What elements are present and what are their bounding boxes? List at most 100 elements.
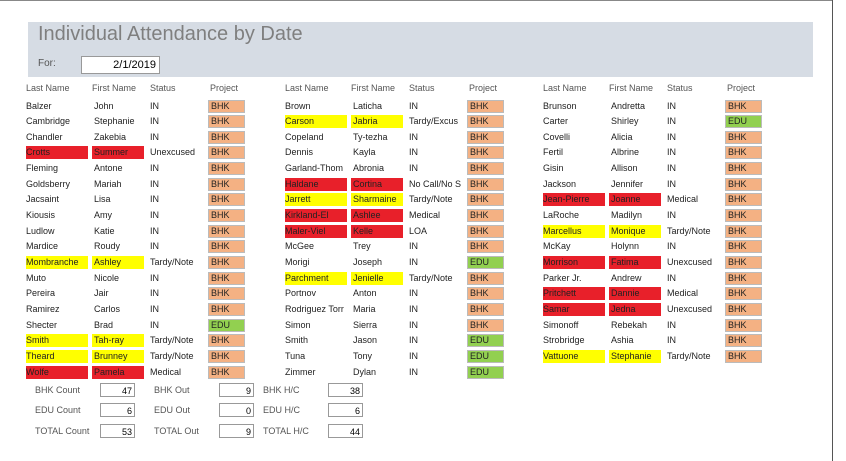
last-name: Brown [285,100,311,111]
project: BHK [725,256,762,269]
status: IN [150,194,159,205]
first-name: Kelle [351,224,403,238]
first-name: Ashley [92,256,144,269]
project: BHK [208,115,245,129]
status: IN [150,303,159,314]
first-name: Rebekah [611,319,648,330]
project: BHK [467,99,504,113]
project: BHK [208,287,245,301]
status: Unexcused [667,257,713,267]
first-name: Brunney [92,349,144,363]
first-name: Abronia [353,163,385,174]
first-name: Amy [94,210,112,221]
project: BHK [725,287,762,301]
first-name: Dylan [353,366,377,377]
last-name: Simon [285,319,311,330]
project: BHK [725,271,762,285]
status: IN [409,288,418,299]
first-name: Nicole [94,272,120,283]
status: IN [150,100,159,111]
total-label: EDU Count [35,405,81,415]
last-name: Jacsaint [26,194,60,205]
project: BHK [208,256,245,269]
first-name: Maria [353,303,376,314]
status: Medical [409,210,441,221]
project: BHK [467,224,504,238]
project: BHK [208,224,245,238]
project: BHK [725,193,762,207]
project: EDU [467,365,504,379]
total-value: 9 [219,424,254,438]
total-label: BHK H/C [263,385,300,395]
first-name: Ty-tezha [353,131,388,142]
status: IN [409,257,418,267]
status: Unexcused [150,147,196,158]
last-name: Theard [26,349,88,363]
status: IN [409,303,418,314]
last-name: Wolfe [26,365,88,379]
status: IN [150,288,159,299]
status: IN [667,100,676,111]
last-name: Goldsberry [26,178,71,189]
last-name: Morigi [285,257,310,267]
last-name: Gisin [543,163,564,174]
last-name: Rodriguez Torr [285,303,344,314]
first-name: Tony [353,350,373,361]
status: IN [409,241,418,252]
last-name: Pereira [26,288,56,299]
status: Tardy/Note [150,335,194,346]
project: BHK [467,302,504,316]
total-label: BHK Out [154,385,190,395]
status: IN [667,116,676,127]
project: EDU [725,115,762,129]
column-header: First Name [351,83,396,93]
status: IN [409,350,418,361]
total-label: EDU Out [154,405,191,415]
first-name: Carlos [94,303,121,314]
status: No Call/No S [409,178,462,189]
status: Medical [667,194,699,205]
last-name: LaRoche [543,210,580,221]
first-name: Trey [353,241,371,252]
status: IN [667,241,676,252]
last-name: Kirkland-El [285,209,347,223]
status: IN [409,163,418,174]
first-name: Roudy [94,241,121,252]
first-name: Cortina [351,177,403,191]
last-name: Jean-Pierre [543,193,605,207]
column-header: First Name [609,83,654,93]
status: IN [409,335,418,346]
project: BHK [725,130,762,144]
date-field[interactable]: 2/1/2019 [81,56,160,74]
last-name: Jarrett [285,193,347,207]
first-name: Ashlee [351,209,403,223]
status: Tardy/Note [667,225,711,236]
last-name: Muto [26,272,47,283]
first-name: Jedna [609,302,661,316]
project: BHK [208,146,245,160]
status: IN [667,163,676,174]
last-name: Marcellus [543,224,605,238]
project: BHK [467,287,504,301]
for-label: For: [38,58,56,69]
first-name: Joanne [609,193,661,207]
project: BHK [725,240,762,254]
project: BHK [467,193,504,207]
last-name: Smith [285,335,309,346]
project: BHK [208,99,245,113]
last-name: Maler-Viel [285,224,347,238]
project: BHK [208,365,245,379]
project: BHK [208,334,245,348]
project: BHK [725,334,762,348]
status: IN [150,319,159,330]
last-name: Crotts [26,146,88,160]
status: IN [409,366,418,377]
last-name: Mombranche [26,256,88,269]
first-name: Zakebia [94,131,127,142]
project: EDU [467,256,504,269]
last-name: McKay [543,241,571,252]
status: IN [150,210,159,221]
last-name: Zimmer [285,366,316,377]
last-name: Garland-Thom [285,163,344,174]
